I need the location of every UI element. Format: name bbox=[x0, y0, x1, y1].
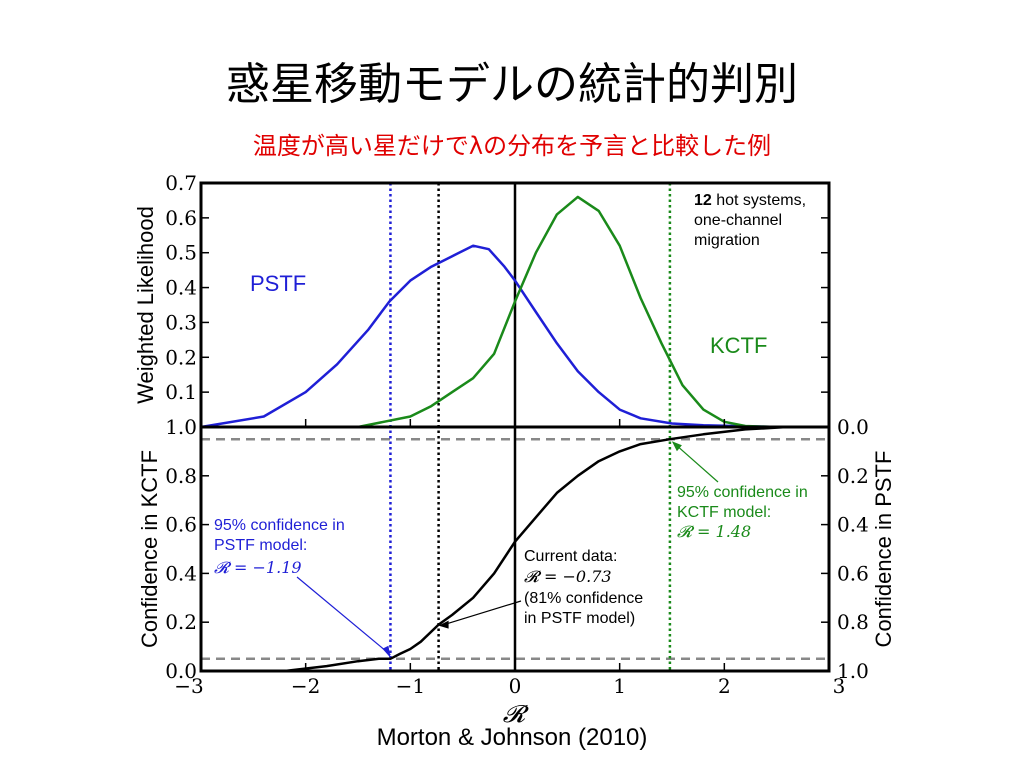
top-y-axis-label: Weighted Likelihood bbox=[133, 206, 158, 404]
y-tick-label: 0.3 bbox=[165, 310, 197, 334]
y-tick-label: 0.0 bbox=[165, 659, 197, 683]
curve-pstf bbox=[200, 244, 829, 429]
y-tick-label: 0.4 bbox=[165, 276, 197, 300]
y-tick-label-right: 0.2 bbox=[837, 464, 869, 488]
current-data-note: Current data: bbox=[524, 548, 617, 565]
x-tick-label: 3 bbox=[833, 674, 846, 698]
current-data-note: (81% confidence bbox=[524, 590, 643, 607]
systems-note: 12 hot systems, bbox=[694, 192, 806, 209]
pstf-confidence-value: 𝓡 = −1.19 bbox=[214, 558, 302, 577]
y-tick-label-right: 1.0 bbox=[837, 659, 869, 683]
kctf-confidence-note: KCTF model: bbox=[677, 504, 771, 521]
kctf-label: KCTF bbox=[710, 333, 767, 358]
systems-note-line: one-channel bbox=[694, 212, 782, 229]
y-tick-label: 0.7 bbox=[165, 171, 197, 195]
right-y-axis-label: Confidence in PSTF bbox=[871, 451, 896, 648]
citation: Morton & Johnson (2010) bbox=[376, 724, 648, 751]
current-data-arrow bbox=[440, 600, 522, 627]
y-tick-label: 0.2 bbox=[165, 610, 197, 634]
kctf-confidence-value: 𝓡 = 1.48 bbox=[677, 522, 751, 541]
x-tick-label: 2 bbox=[718, 674, 731, 698]
y-tick-label: 0.2 bbox=[165, 345, 197, 369]
pstf-arrow bbox=[296, 576, 391, 656]
kctf-arrow bbox=[672, 441, 719, 483]
slide-subtitle: 温度が高い星だけでλの分布を予言と比較した例 bbox=[252, 132, 772, 160]
y-tick-label-right: 0.4 bbox=[837, 513, 869, 537]
pstf-confidence-note: 95% confidence in bbox=[214, 517, 345, 534]
y-tick-label-right: 0.8 bbox=[837, 610, 869, 634]
slide-title: 惑星移動モデルの統計的判別 bbox=[226, 59, 798, 110]
systems-note-line: hot systems, bbox=[712, 192, 806, 209]
curve-kctf bbox=[201, 195, 777, 429]
y-tick-label: 0.1 bbox=[165, 380, 197, 404]
x-tick-label: −3 bbox=[174, 674, 203, 698]
pstf-label: PSTF bbox=[250, 271, 306, 296]
y-tick-label: 0.6 bbox=[165, 206, 197, 230]
x-tick-label: −1 bbox=[396, 674, 425, 698]
y-tick-label: 0.5 bbox=[165, 241, 197, 265]
cumulative-confidence-curve bbox=[201, 425, 829, 673]
y-tick-label: 0.6 bbox=[165, 513, 197, 537]
kctf-confidence-note: 95% confidence in bbox=[677, 484, 808, 501]
pstf-arrowhead bbox=[382, 645, 391, 658]
bottom-y-axis-label: Confidence in KCTF bbox=[137, 450, 162, 648]
systems-count: 12 bbox=[694, 192, 712, 209]
x-tick-label: −2 bbox=[291, 674, 320, 698]
x-tick-label: 0 bbox=[509, 674, 522, 698]
pstf-confidence-note: PSTF model: bbox=[214, 537, 307, 554]
current-data-value: 𝓡 = −0.73 bbox=[524, 567, 612, 586]
y-tick-label: 0.4 bbox=[165, 561, 197, 585]
y-tick-label: 1.0 bbox=[165, 415, 197, 439]
y-tick-label: 0.8 bbox=[165, 464, 197, 488]
x-tick-label: 1 bbox=[613, 674, 626, 698]
current-data-note: in PSTF model) bbox=[524, 610, 635, 627]
y-tick-label-right: 0.6 bbox=[837, 561, 869, 585]
systems-note-line: migration bbox=[694, 232, 760, 249]
current-data-arrowhead bbox=[438, 620, 449, 629]
y-tick-label-right: 0.0 bbox=[837, 415, 869, 439]
kctf-arrowhead bbox=[671, 441, 682, 452]
